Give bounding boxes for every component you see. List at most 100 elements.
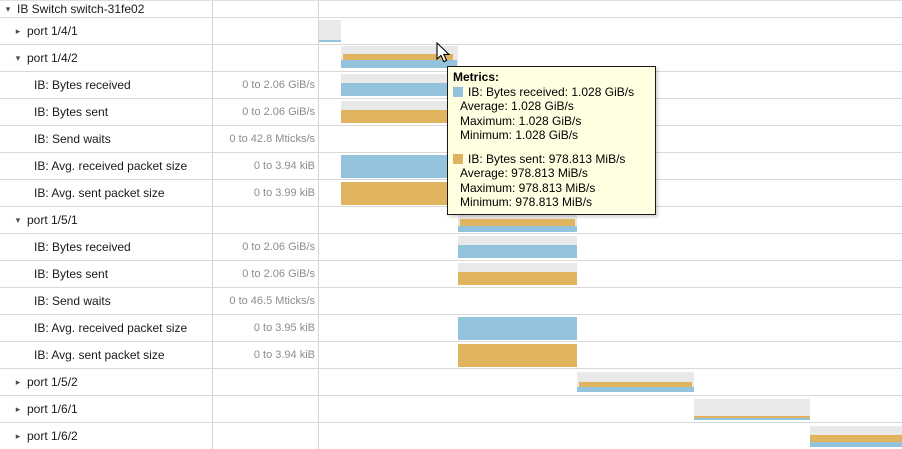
row-chart-area[interactable] <box>319 45 902 71</box>
tree-cell: ▸ port 1/6/1 <box>0 396 213 422</box>
bar-background <box>319 20 341 40</box>
metric-row[interactable]: IB: Bytes sent 0 to 2.06 GiB/s <box>0 261 902 288</box>
tree-cell: ▸ port 1/5/2 <box>0 369 213 395</box>
bar-sent[interactable] <box>810 435 902 442</box>
bar-sent[interactable] <box>341 110 458 123</box>
row-chart-area[interactable] <box>319 396 902 422</box>
row-label: port 1/4/1 <box>27 24 78 38</box>
row-chart-area[interactable] <box>319 234 902 260</box>
row-chart-area[interactable] <box>319 153 902 179</box>
bar-sent[interactable] <box>458 272 577 285</box>
tooltip-metric-line: IB: Bytes sent: 978.813 MiB/s <box>453 152 650 167</box>
caret-expanded-icon[interactable]: ▾ <box>5 3 11 14</box>
bar-background <box>458 236 577 245</box>
row-chart-area[interactable] <box>319 369 902 395</box>
row-range-label <box>213 369 319 395</box>
bar-received[interactable] <box>341 155 458 178</box>
bar-received[interactable] <box>694 418 810 420</box>
row-range-label: 0 to 3.94 kiB <box>213 342 319 368</box>
bar-received[interactable] <box>458 317 577 340</box>
row-range-label: 0 to 3.99 kiB <box>213 180 319 206</box>
row-label: IB: Avg. sent packet size <box>34 186 165 200</box>
row-range-label <box>213 45 319 71</box>
tree-cell: IB: Send waits <box>0 126 213 152</box>
tree-cell: IB: Bytes sent <box>0 99 213 125</box>
caret-expanded-icon[interactable]: ▾ <box>15 52 21 63</box>
row-range-label: 0 to 42.8 Mticks/s <box>213 126 319 152</box>
row-label: port 1/5/1 <box>27 213 78 227</box>
bar-background <box>458 263 577 272</box>
row-chart-area[interactable] <box>319 342 902 368</box>
row-chart-area[interactable] <box>319 72 902 98</box>
tooltip-stat: Maximum: 1.028 GiB/s <box>460 113 582 128</box>
bar-sent[interactable] <box>458 344 577 367</box>
caret-expanded-icon[interactable]: ▾ <box>15 214 21 225</box>
tree-cell: IB: Avg. sent packet size <box>0 342 213 368</box>
tooltip-metric-line: IB: Bytes received: 1.028 GiB/s <box>453 85 650 100</box>
row-chart-area[interactable] <box>319 99 902 125</box>
row-range-label: 0 to 2.06 GiB/s <box>213 261 319 287</box>
tooltip-group: IB: Bytes received: 1.028 GiB/s Average: … <box>453 85 650 143</box>
tooltip-stat: Minimum: 1.028 GiB/s <box>460 128 579 142</box>
mouse-cursor-icon <box>436 42 451 63</box>
caret-collapsed-icon[interactable]: ▸ <box>15 25 21 36</box>
tree-cell: IB: Avg. received packet size <box>0 153 213 179</box>
row-chart-area[interactable] <box>319 18 902 44</box>
bar-background <box>341 74 458 83</box>
row-chart-area[interactable] <box>319 1 902 17</box>
metric-row[interactable]: IB: Avg. sent packet size 0 to 3.94 kiB <box>0 342 902 369</box>
tree-cell: ▾ port 1/5/1 <box>0 207 213 233</box>
tooltip-title: Metrics: <box>453 70 500 84</box>
tree-row[interactable]: ▸ port 1/4/1 <box>0 18 902 45</box>
row-label: IB: Bytes sent <box>34 105 109 119</box>
row-label: IB: Send waits <box>34 294 111 308</box>
tree-row[interactable]: ▸ port 1/6/1 <box>0 396 902 423</box>
bar-received[interactable] <box>319 40 341 42</box>
tree-row[interactable]: ▸ port 1/6/2 <box>0 423 902 449</box>
bar-received[interactable] <box>341 60 457 68</box>
tree-cell: ▸ port 1/6/2 <box>0 423 213 449</box>
bar-sent[interactable] <box>694 416 810 418</box>
bar-received[interactable] <box>458 245 577 258</box>
metric-row[interactable]: IB: Bytes received 0 to 2.06 GiB/s <box>0 234 902 261</box>
row-chart-area[interactable] <box>319 180 902 206</box>
bar-received[interactable] <box>458 226 577 232</box>
tree-cell: IB: Bytes sent <box>0 261 213 287</box>
bar-sent[interactable] <box>343 54 453 60</box>
row-label: IB: Send waits <box>34 132 111 146</box>
row-range-label: 0 to 46.5 Mticks/s <box>213 288 319 314</box>
bar-received[interactable] <box>577 387 694 392</box>
tooltip-metric-title: IB: Bytes sent: 978.813 MiB/s <box>468 151 626 166</box>
row-range-label: 0 to 3.94 kiB <box>213 153 319 179</box>
row-label: port 1/4/2 <box>27 51 78 65</box>
caret-collapsed-icon[interactable]: ▸ <box>15 430 21 441</box>
row-label: port 1/5/2 <box>27 375 78 389</box>
tree-cell: ▾ port 1/4/2 <box>0 45 213 71</box>
tree-cell: IB: Bytes received <box>0 234 213 260</box>
bar-sent[interactable] <box>460 219 575 226</box>
bar-received[interactable] <box>810 442 902 447</box>
row-label: IB: Avg. received packet size <box>34 321 188 335</box>
tooltip-groups: IB: Bytes received: 1.028 GiB/s Average: … <box>453 85 650 210</box>
tooltip-metric-title: IB: Bytes received: 1.028 GiB/s <box>468 84 635 99</box>
bar-background <box>694 399 810 416</box>
tree-row[interactable]: ▸ port 1/5/2 <box>0 369 902 396</box>
tree-cell: IB: Avg. sent packet size <box>0 180 213 206</box>
metric-row[interactable]: IB: Avg. received packet size 0 to 3.95 k… <box>0 315 902 342</box>
bar-sent[interactable] <box>579 382 692 387</box>
bar-sent[interactable] <box>341 182 458 205</box>
bar-background <box>341 101 458 110</box>
row-chart-area[interactable] <box>319 315 902 341</box>
row-range-label <box>213 18 319 44</box>
tree-row[interactable]: ▾ IB Switch switch-31fe02 <box>0 1 902 18</box>
tree-cell: IB: Avg. received packet size <box>0 315 213 341</box>
tooltip-stat: Average: 1.028 GiB/s <box>460 99 574 113</box>
row-chart-area[interactable] <box>319 288 902 314</box>
bar-received[interactable] <box>341 83 458 96</box>
row-chart-area[interactable] <box>319 261 902 287</box>
metric-row[interactable]: IB: Send waits 0 to 46.5 Mticks/s <box>0 288 902 315</box>
row-chart-area[interactable] <box>319 423 902 449</box>
row-range-label: 0 to 2.06 GiB/s <box>213 99 319 125</box>
caret-collapsed-icon[interactable]: ▸ <box>15 376 21 387</box>
caret-collapsed-icon[interactable]: ▸ <box>15 403 21 414</box>
